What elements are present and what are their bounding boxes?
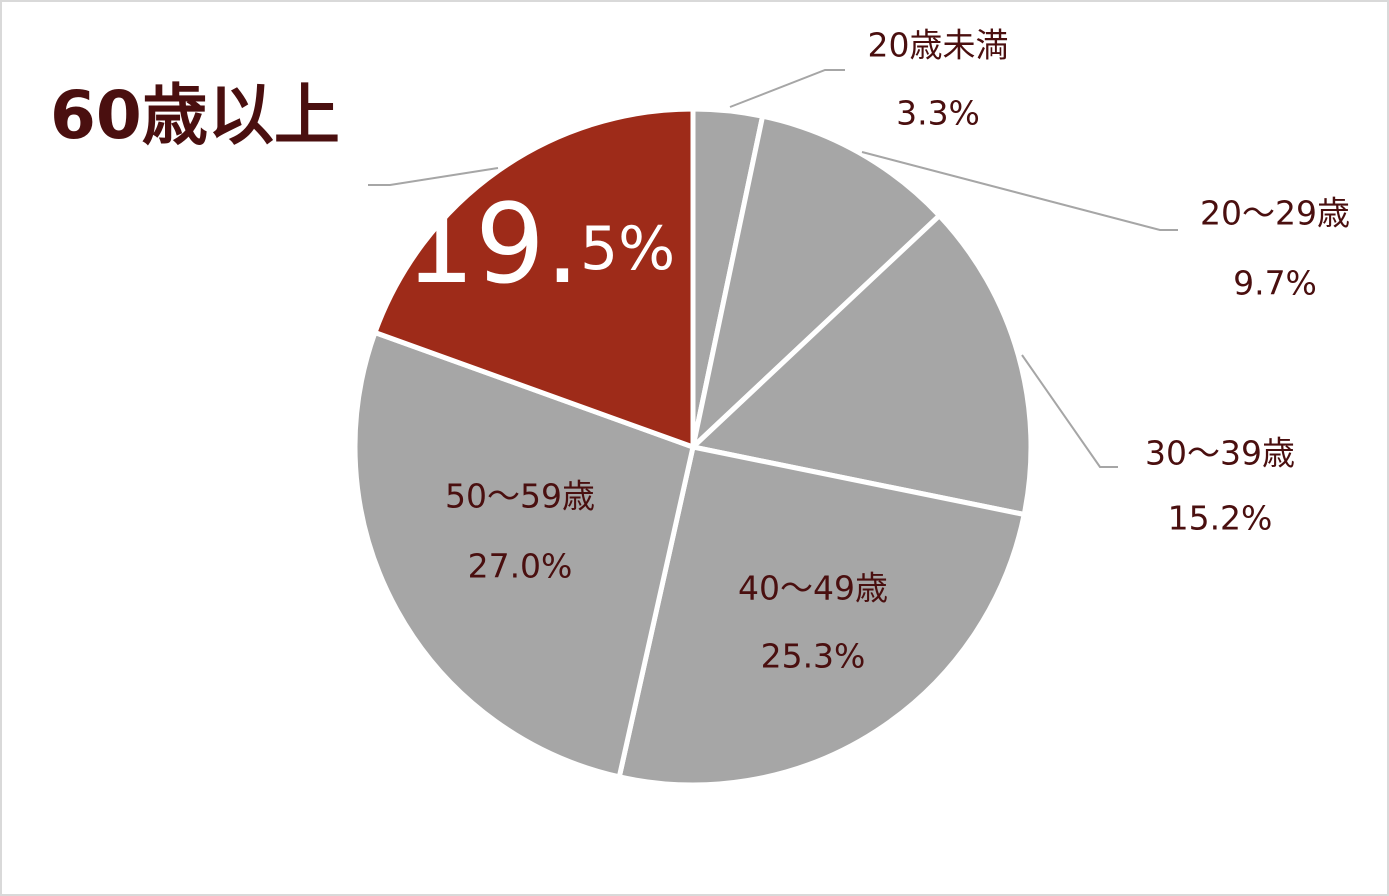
pie-slice bbox=[690, 213, 1034, 518]
leader-line bbox=[368, 167, 499, 186]
highlight-category: 60歳以上 bbox=[50, 77, 340, 154]
value-label: 25.3% bbox=[761, 637, 866, 676]
highlight-value-major: 19. bbox=[405, 180, 580, 308]
pie-slice bbox=[372, 106, 696, 450]
leader-line bbox=[729, 69, 845, 108]
category-label: 40～49歳 bbox=[738, 569, 888, 608]
pie-slice bbox=[352, 330, 696, 780]
category-label: 50～59歳 bbox=[445, 477, 595, 516]
leader-line bbox=[1021, 354, 1118, 468]
highlight-value-minor: 5% bbox=[580, 214, 675, 284]
value-label: 3.3% bbox=[896, 94, 980, 133]
value-label: 15.2% bbox=[1168, 499, 1273, 538]
category-label: 20～29歳 bbox=[1200, 194, 1350, 233]
value-label: 27.0% bbox=[468, 547, 573, 586]
pie-slice bbox=[690, 113, 942, 450]
pie-slice bbox=[616, 444, 1027, 788]
value-label: 9.7% bbox=[1233, 264, 1317, 303]
category-label: 20歳未満 bbox=[868, 26, 1009, 65]
category-label: 30～39歳 bbox=[1145, 434, 1295, 473]
leader-line bbox=[861, 151, 1178, 231]
highlight-value: 19.5% bbox=[405, 180, 675, 308]
